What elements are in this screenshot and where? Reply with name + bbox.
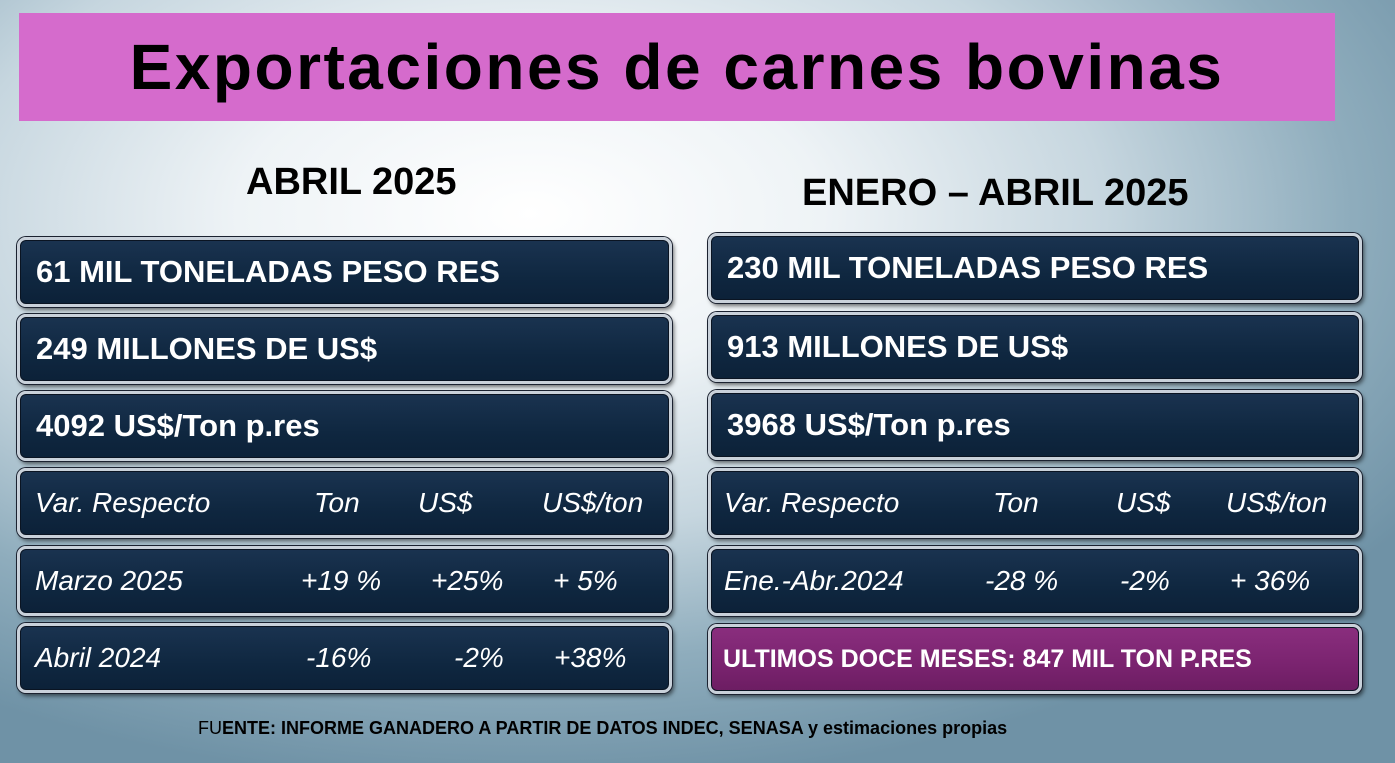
title-banner: Exportaciones de carnes bovinas	[19, 13, 1335, 121]
row-usd-ton: + 36%	[1230, 565, 1311, 596]
left-value: 249 MILLONES DE US$	[36, 331, 378, 366]
table-row: Marzo 2025 +19 % +25% + 5%	[17, 546, 672, 616]
left-price-box: 4092 US$/Ton p.res	[17, 391, 672, 461]
left-volume: 61 MIL TONELADAS PESO RES	[36, 254, 500, 289]
right-value-box: 913 MILLONES DE US$	[708, 312, 1362, 382]
twelve-month-highlight: ULTIMOS DOCE MESES: 847 MIL TON P.RES	[708, 624, 1362, 694]
table-row: Abril 2024 -16% -2% +38%	[17, 623, 672, 693]
right-table-header: Var. Respecto Ton US$ US$/ton	[708, 468, 1362, 538]
page-title: Exportaciones de carnes bovinas	[129, 31, 1225, 103]
header-usd: US$	[1116, 487, 1171, 518]
left-price: 4092 US$/Ton p.res	[36, 408, 320, 443]
left-volume-box: 61 MIL TONELADAS PESO RES	[17, 237, 672, 307]
right-volume: 230 MIL TONELADAS PESO RES	[727, 250, 1209, 285]
row-label: Ene.-Abr.2024	[724, 565, 904, 596]
row-ton: -28 %	[985, 565, 1059, 596]
table-row: Ene.-Abr.2024 -28 % -2% + 36%	[708, 546, 1362, 616]
row-label: Marzo 2025	[35, 565, 183, 596]
header-var: Var. Respecto	[724, 487, 900, 518]
row-usd-ton: + 5%	[553, 565, 618, 596]
right-heading: ENERO – ABRIL 2025	[802, 172, 1189, 214]
source-note: FUENTE: INFORME GANADERO A PARTIR DE DAT…	[198, 718, 1007, 739]
row-label: Abril 2024	[35, 642, 162, 673]
header-var: Var. Respecto	[35, 487, 211, 518]
left-heading: ABRIL 2025	[246, 161, 457, 203]
right-value: 913 MILLONES DE US$	[727, 329, 1069, 364]
row-usd: -2%	[454, 642, 504, 673]
left-table-header: Var. Respecto Ton US$ US$/ton	[17, 468, 672, 538]
source-text: ENTE: INFORME GANADERO A PARTIR DE DATOS…	[222, 718, 1008, 738]
source-prefix: FU	[198, 718, 222, 738]
header-ton: Ton	[314, 487, 360, 518]
header-usd-ton: US$/ton	[542, 487, 644, 518]
row-usd-ton: +38%	[554, 642, 627, 673]
right-price-box: 3968 US$/Ton p.res	[708, 390, 1362, 460]
row-ton: +19 %	[301, 565, 382, 596]
left-value-box: 249 MILLONES DE US$	[17, 314, 672, 384]
header-usd-ton: US$/ton	[1226, 487, 1328, 518]
right-volume-box: 230 MIL TONELADAS PESO RES	[708, 233, 1362, 303]
header-usd: US$	[418, 487, 473, 518]
row-ton: -16%	[306, 642, 372, 673]
header-ton: Ton	[993, 487, 1039, 518]
highlight-text: ULTIMOS DOCE MESES: 847 MIL TON P.RES	[723, 644, 1252, 673]
right-price: 3968 US$/Ton p.res	[727, 407, 1011, 442]
row-usd: -2%	[1120, 565, 1170, 596]
row-usd: +25%	[431, 565, 504, 596]
